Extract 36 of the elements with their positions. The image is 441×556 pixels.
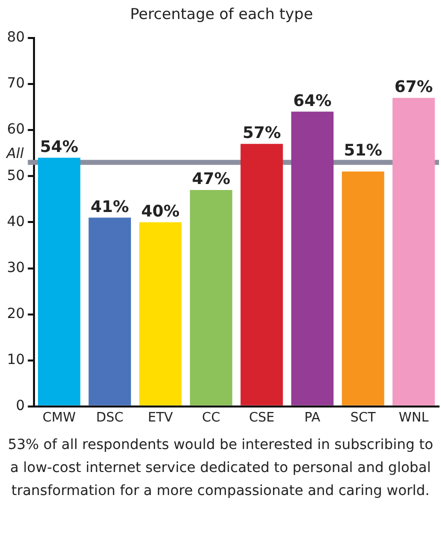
y-tick-label: 20 [6,306,25,322]
y-tick-label: 50 [6,168,25,184]
y-tick-label: 0 [16,398,25,414]
bar [392,98,435,406]
x-tick-label: SCT [350,410,376,426]
x-tick-label: WNL [398,410,430,426]
data-label: 64% [293,90,332,110]
y-tick-label: 10 [6,352,25,368]
data-label: 51% [344,140,382,160]
data-label: 57% [242,123,281,142]
y-tick-label: 40 [6,214,25,230]
y-tick-label: 30 [6,260,25,276]
x-tick-label: PA [304,410,320,426]
bar [88,218,131,406]
data-label: 47% [192,169,230,188]
y-tick-label: 70 [6,76,25,92]
chart-title: Percentage of each type [130,4,313,23]
ref-line-label: All [5,146,24,162]
x-tick-label: CMW [42,410,76,426]
y-tick-label: 60 [6,122,25,138]
x-tick-label: CC [202,410,220,426]
bar [139,222,182,406]
data-label: 41% [90,196,129,216]
data-label: 67% [394,77,433,96]
data-label: 40% [141,201,180,220]
data-label: 54% [40,136,78,156]
bar [240,144,283,406]
x-tick-label: DSC [96,410,124,426]
x-tick-label: ETV [148,410,174,426]
y-tick-label: 80 [6,30,25,46]
bar [291,112,334,406]
x-tick-label: CSE [248,410,275,426]
bar [342,172,384,406]
bar [38,158,80,406]
text: 53% of all respondents would be interested in subscribing to a low-cost internet service dedicated to personal and global transformation for a more compassionate and caring world. [6,436,434,501]
bar [190,190,232,406]
